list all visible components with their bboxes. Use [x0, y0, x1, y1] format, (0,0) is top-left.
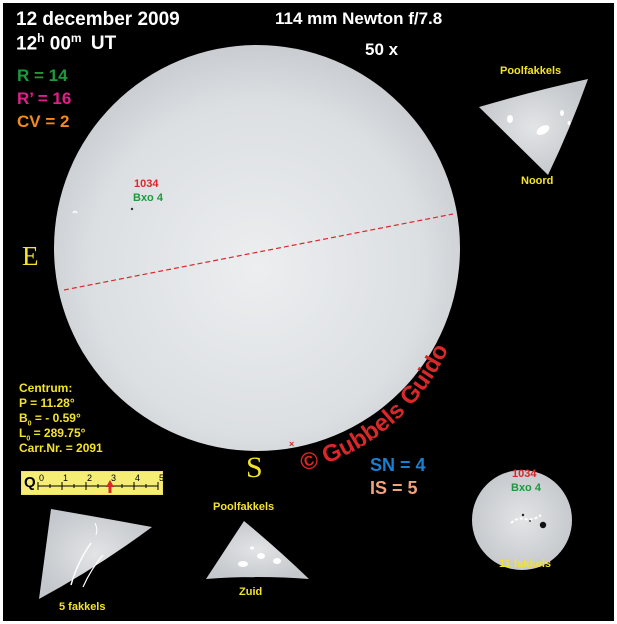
south-direction-label: S — [246, 451, 263, 484]
telescope-label: 114 mm Newton f/7.8 — [275, 9, 443, 28]
south-polar-inset — [206, 521, 309, 579]
centrum-carr: Carr.Nr. = 2091 — [19, 441, 103, 455]
q-scale-ticks — [37, 480, 159, 493]
group-detail-spot — [539, 521, 547, 529]
limb-faculae-streak — [70, 542, 92, 586]
time-minutes: 00 — [49, 33, 71, 55]
south-faculae-spot — [250, 546, 254, 550]
b0-value: = - 0.59° — [31, 411, 81, 425]
north-inset-label: Noord — [521, 175, 554, 187]
south-faculae-spot — [273, 558, 281, 564]
magnification-label: 50 x — [365, 40, 399, 59]
limb-faculae-streak — [94, 522, 98, 536]
east-direction-label: E — [22, 241, 39, 271]
q-scale: Q 0 1 2 3 4 5 — [21, 471, 165, 495]
b0-label: B — [19, 411, 28, 425]
detail-group-class: Bxo 4 — [511, 482, 541, 494]
south-inset-label: Zuid — [239, 586, 263, 598]
q-scale-number: 2 — [87, 473, 93, 483]
centrum-b0: B0 = - 0.59° — [19, 411, 81, 427]
q-scale-number: 5 — [159, 473, 165, 483]
south-faculae-spot — [257, 553, 265, 559]
group-class-label: Bxo 4 — [133, 192, 163, 204]
sn-count: SN = 4 — [370, 455, 426, 475]
r-prime-count: R’ = 16 — [17, 89, 72, 108]
limb-faculae-west — [72, 210, 78, 214]
north-inset-title: Poolfakkels — [500, 65, 562, 77]
centrum-p: P = 11.28° — [19, 396, 75, 410]
detail-group-number: 1034 — [512, 468, 537, 480]
group-detail-spot — [521, 513, 525, 517]
l0-sub: 0 — [26, 435, 31, 443]
b0-sub: 0 — [27, 420, 32, 428]
scene-graphics: × — [39, 45, 588, 599]
q-scale-arrow-icon — [106, 480, 114, 493]
solar-disk — [54, 45, 460, 451]
q-scale-number: 4 — [135, 473, 141, 483]
is-count: IS = 5 — [370, 478, 418, 498]
detail-faculae-label: 11 fakkels — [499, 558, 551, 570]
group-number-label: 1034 — [134, 178, 159, 190]
time-minutes-sup: m — [70, 31, 82, 45]
limb-faculae-inset — [39, 509, 152, 599]
credit-layer: © Gubbels Guido — [297, 340, 454, 477]
sunspot-south-mark: × — [289, 439, 294, 449]
sunspot-1034 — [130, 207, 134, 211]
observation-time: 12h 00m UT — [16, 31, 116, 55]
north-polar-inset — [479, 79, 588, 175]
north-faculae-spot — [567, 121, 571, 125]
q-scale-number: 3 — [111, 473, 117, 483]
south-inset-title: Poolfakkels — [213, 501, 275, 513]
limb-faculae-label: 5 fakkels — [59, 601, 106, 613]
time-hours-sup: h — [37, 31, 45, 45]
l0-value: = 289.75° — [30, 426, 86, 440]
limb-faculae-streak — [82, 554, 104, 588]
centrum-l0: L0 = 289.75° — [19, 426, 85, 442]
south-faculae-spot — [238, 561, 248, 567]
north-faculae-spot — [536, 125, 550, 135]
drawing-frame: × 12 december 2009 12h 00m UT 114 mm New… — [3, 3, 614, 621]
north-faculae-spot — [560, 110, 564, 116]
time-hours: 12 — [16, 33, 38, 55]
r-count: R = 14 — [17, 66, 68, 85]
observation-date: 12 december 2009 — [16, 9, 180, 30]
centrum-title: Centrum: — [19, 381, 73, 395]
cv-count: CV = 2 — [17, 112, 70, 131]
q-scale-number: 0 — [39, 473, 45, 483]
q-scale-letter: Q — [24, 474, 36, 491]
solar-equator-line — [63, 213, 454, 291]
north-faculae-spot — [507, 115, 513, 123]
q-scale-number: 1 — [63, 473, 69, 483]
group-detail-spot — [529, 520, 531, 522]
l0-label: L — [19, 426, 27, 440]
group-detail-faculae — [510, 514, 542, 524]
group-detail-inset — [472, 470, 572, 570]
time-ut: UT — [90, 33, 117, 55]
